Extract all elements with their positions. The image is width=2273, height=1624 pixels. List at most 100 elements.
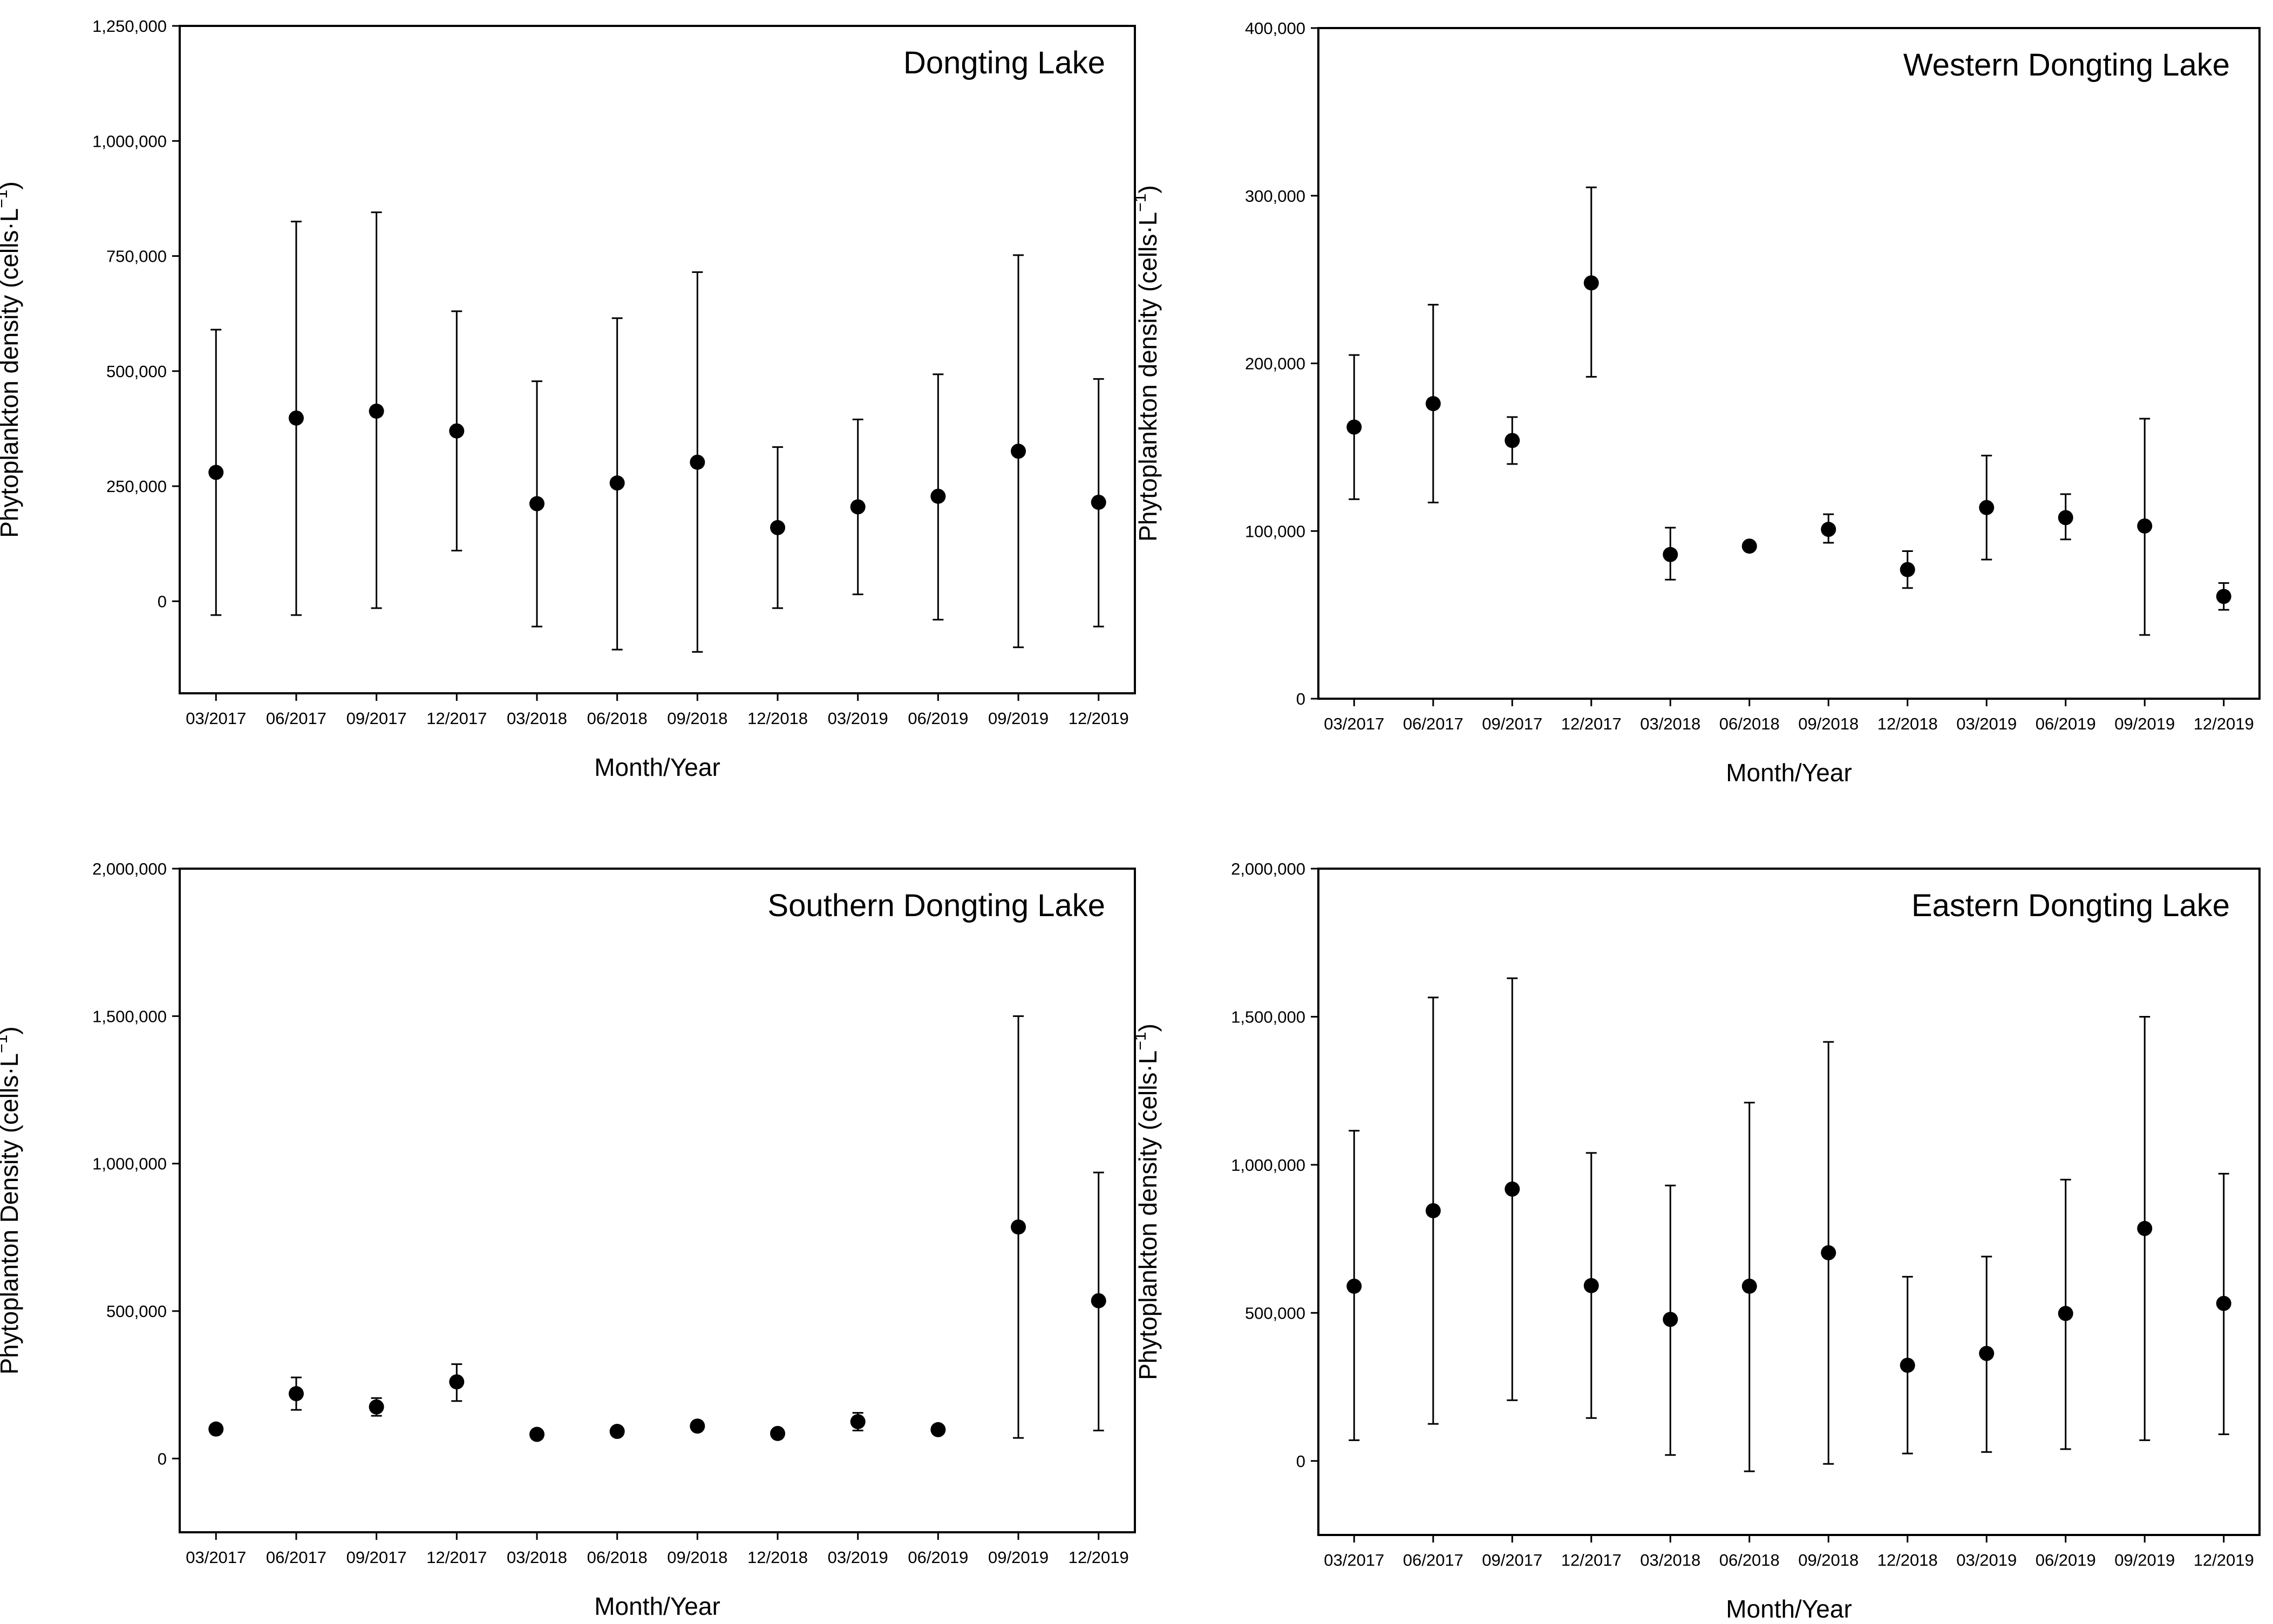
y-axis-title: Phytoplankton density (cells·L−1) — [1132, 1023, 1162, 1380]
data-point — [2137, 518, 2153, 534]
plot-frame — [1317, 27, 2261, 700]
data-point — [449, 423, 465, 439]
data-point — [1011, 1219, 1026, 1235]
data-point — [1663, 1312, 1678, 1327]
y-axis-title-close: ) — [1134, 1023, 1162, 1032]
x-tick-label: 03/2017 — [1324, 714, 1384, 733]
y-axis-title-close: ) — [0, 1026, 23, 1034]
x-tick-label: 12/2017 — [1561, 714, 1622, 733]
x-tick-label: 03/2018 — [1640, 714, 1700, 733]
x-tick-label: 09/2018 — [1798, 1551, 1859, 1570]
data-point — [1346, 419, 1362, 435]
x-tick-label: 09/2017 — [1482, 1551, 1542, 1570]
data-point — [1583, 1278, 1599, 1293]
x-tick-label: 06/2018 — [587, 709, 648, 728]
data-point — [208, 1421, 224, 1437]
data-point — [1505, 1181, 1520, 1197]
y-tick-label: 2,000,000 — [1231, 859, 1305, 878]
data-point — [770, 1425, 786, 1441]
x-axis-title: Month/Year — [1726, 759, 1852, 787]
y-tick-label: 1,000,000 — [92, 1155, 167, 1173]
data-point — [2216, 1295, 2231, 1311]
x-tick-label: 09/2018 — [667, 709, 727, 728]
data-point — [1091, 1293, 1106, 1308]
panel-1: 0 250,000 500,000 750,000 1,000,000 1,250,000… — [0, 17, 1136, 781]
x-tick-label: 12/2018 — [1877, 1551, 1938, 1570]
y-axis-title-close: ) — [0, 181, 23, 189]
data-point — [770, 520, 786, 535]
data-point — [1011, 443, 1026, 459]
x-tick-label: 09/2017 — [346, 1548, 407, 1567]
x-tick-label: 09/2017 — [1482, 714, 1542, 733]
y-tick-label: 0 — [1296, 690, 1305, 708]
panel-title: Eastern Dongting Lake — [1911, 888, 2230, 923]
data-point — [288, 1386, 304, 1402]
y-tick-label: 1,000,000 — [1231, 1156, 1305, 1175]
x-tick-label: 03/2019 — [828, 1548, 888, 1567]
y-tick-label: 750,000 — [106, 247, 167, 266]
x-tick-label: 12/2019 — [1069, 1548, 1129, 1567]
data-point — [369, 404, 384, 419]
plot-frame — [179, 25, 1136, 694]
data-point — [1821, 1245, 1836, 1260]
data-point — [2058, 510, 2073, 526]
x-tick-label: 09/2018 — [1798, 714, 1859, 733]
x-tick-label: 06/2018 — [587, 1548, 648, 1567]
y-axis-title-superscript: −1 — [0, 1035, 11, 1053]
panel-title: Southern Dongting Lake — [767, 888, 1105, 923]
x-tick-label: 09/2019 — [988, 709, 1049, 728]
data-point — [1900, 1357, 1915, 1373]
x-tick-label: 12/2019 — [2194, 714, 2254, 733]
y-axis-title: Phytoplankton density (cells·L−1) — [0, 181, 23, 538]
data-point — [2137, 1220, 2153, 1236]
data-point — [529, 1427, 545, 1442]
panel-2: 0 100,000 200,000 300,000 400,000 03/2017 06/2… — [1132, 19, 2261, 787]
x-tick-label: 03/2017 — [186, 709, 246, 728]
y-tick-label: 2,000,000 — [92, 859, 167, 878]
data-point — [1091, 494, 1106, 510]
y-tick-label: 300,000 — [1245, 187, 1305, 206]
data-point — [1900, 562, 1915, 577]
x-tick-label: 03/2017 — [186, 1548, 246, 1567]
y-axis-title-superscript: −1 — [1132, 1032, 1149, 1050]
x-tick-label: 03/2019 — [828, 709, 888, 728]
data-point — [1425, 396, 1441, 412]
x-tick-label: 12/2018 — [747, 1548, 808, 1567]
panel-4: 0 500,000 1,000,000 1,500,000 2,000,000 03/20… — [1132, 859, 2261, 1623]
x-tick-label: 06/2019 — [908, 1548, 968, 1567]
panel-title: Western Dongting Lake — [1903, 47, 2230, 83]
x-tick-label: 03/2018 — [507, 1548, 567, 1567]
data-point — [449, 1374, 465, 1390]
x-tick-label: 12/2018 — [747, 709, 808, 728]
y-tick-label: 1,250,000 — [92, 17, 167, 36]
x-tick-label: 06/2019 — [908, 709, 968, 728]
data-point — [1505, 433, 1520, 448]
data-point — [930, 1422, 946, 1437]
x-axis-title: Month/Year — [1726, 1595, 1852, 1623]
data-point — [1821, 522, 1836, 537]
y-axis-title-text: Phytoplanton Density (cells·L — [0, 1053, 23, 1375]
data-point — [208, 465, 224, 480]
plot-frame — [1317, 868, 2261, 1536]
x-tick-label: 09/2019 — [2114, 714, 2175, 733]
x-tick-label: 09/2017 — [346, 709, 407, 728]
x-tick-label: 06/2019 — [2036, 1551, 2096, 1570]
x-tick-label: 03/2018 — [1640, 1551, 1700, 1570]
data-point — [288, 410, 304, 426]
x-tick-label: 06/2017 — [266, 709, 326, 728]
x-tick-label: 12/2017 — [426, 709, 487, 728]
x-tick-label: 06/2017 — [1403, 1551, 1464, 1570]
data-point — [2058, 1306, 2073, 1321]
panel-3: 0 500,000 1,000,000 1,500,000 2,000,000 03/20… — [0, 859, 1136, 1620]
y-tick-label: 500,000 — [106, 1302, 167, 1321]
x-axis-title: Month/Year — [594, 753, 720, 781]
data-point — [529, 496, 545, 511]
data-point — [1583, 275, 1599, 291]
data-point — [850, 499, 866, 515]
data-point — [930, 488, 946, 504]
y-axis-title-text: Phytoplankton density (cells·L — [1134, 212, 1162, 542]
data-point — [1663, 547, 1678, 562]
data-point — [1979, 1346, 1995, 1361]
y-tick-label: 200,000 — [1245, 354, 1305, 373]
data-point — [609, 475, 625, 491]
